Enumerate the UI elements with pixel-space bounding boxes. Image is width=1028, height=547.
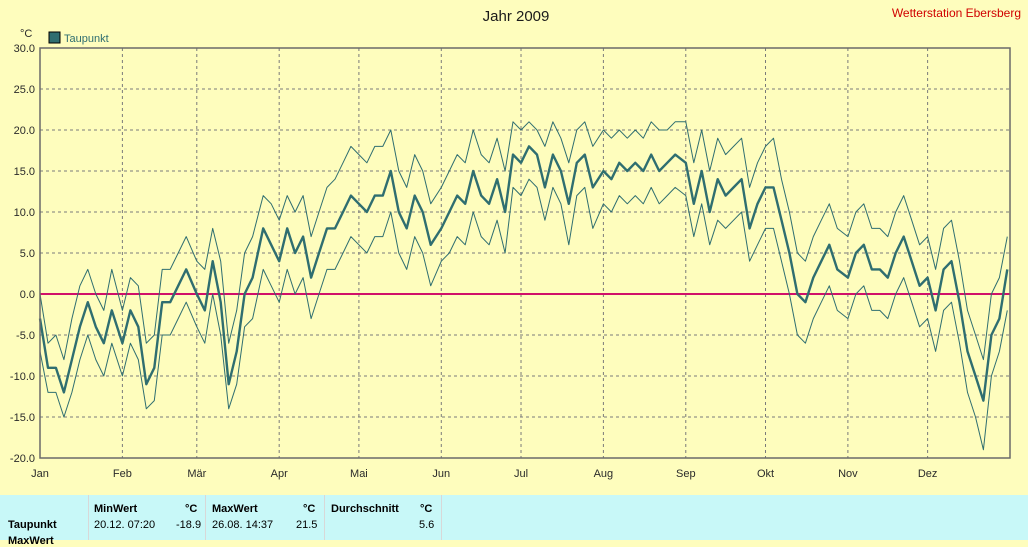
avg-value: 5.6 — [419, 519, 435, 531]
min-header: MinWert — [94, 503, 138, 515]
series-line-max — [39, 121, 1008, 361]
max-unit: °C — [303, 503, 316, 515]
x-tick-label: Nov — [838, 468, 858, 480]
chart-title: Jahr 2009 — [483, 8, 550, 25]
x-tick-label: Sep — [676, 468, 696, 480]
y-tick-label: 30.0 — [14, 43, 35, 55]
y-axis-unit: °C — [20, 28, 32, 40]
x-tick-label: Dez — [918, 468, 938, 480]
min-value: -18.9 — [176, 519, 202, 531]
x-tick-label: Apr — [271, 468, 288, 480]
y-tick-label: 20.0 — [14, 125, 35, 137]
x-tick-label: Feb — [113, 468, 132, 480]
max-value: 21.5 — [296, 519, 318, 531]
x-tick-label: Jul — [514, 468, 528, 480]
legend-label: Taupunkt — [64, 33, 109, 45]
tick-layer: 30.0 25.0 20.0 15.0 10.0 5.0 0.0 -5.0 -10.0 -15.0… — [10, 43, 937, 480]
x-tick-label: Mär — [187, 468, 206, 480]
footer-divider — [441, 495, 442, 540]
avg-header: Durchschnitt — [331, 503, 399, 515]
statistics-footer: MinWert °C MaxWert °C Durchschnitt °C Ta… — [0, 495, 1028, 547]
x-tick-label: Okt — [757, 468, 774, 480]
y-tick-label: 25.0 — [14, 84, 35, 96]
min-unit: °C — [185, 503, 198, 515]
chart-svg: Jahr 2009 Wetterstation Ebersberg °C Tau… — [10, 6, 1021, 480]
max-header: MaxWert — [212, 503, 258, 515]
chart-area: Jahr 2009 Wetterstation Ebersberg °C Tau… — [9, 6, 1021, 480]
y-tick-label: 0.0 — [20, 289, 35, 301]
series-layer — [38, 121, 1010, 451]
max-time: 26.08. 14:37 — [212, 519, 274, 531]
x-tick-label: Aug — [594, 468, 614, 480]
series-line-min — [39, 178, 1008, 451]
footer-divider — [205, 495, 206, 540]
y-tick-label: 15.0 — [14, 166, 35, 178]
legend-swatch — [48, 31, 61, 44]
grid-layer — [40, 48, 1010, 458]
avg-unit: °C — [420, 503, 433, 515]
y-tick-label: -10.0 — [10, 371, 35, 383]
station-name: Wetterstation Ebersberg — [892, 6, 1021, 20]
footer-divider — [88, 495, 89, 540]
cut-row-label: MaxWert — [8, 535, 54, 547]
row-label: Taupunkt — [8, 519, 57, 531]
y-tick-label: -5.0 — [16, 330, 35, 342]
x-tick-label: Jan — [31, 468, 49, 480]
y-tick-label: 10.0 — [14, 207, 35, 219]
plot-frame — [39, 47, 1011, 459]
x-tick-label: Jun — [432, 468, 450, 480]
footer-divider — [324, 495, 325, 540]
y-tick-label: -15.0 — [10, 412, 35, 424]
y-tick-label: 5.0 — [20, 248, 35, 260]
min-time: 20.12. 07:20 — [94, 519, 156, 531]
x-tick-label: Mai — [350, 468, 368, 480]
series-line-mean — [38, 145, 1009, 402]
y-tick-label: -20.0 — [10, 453, 35, 465]
